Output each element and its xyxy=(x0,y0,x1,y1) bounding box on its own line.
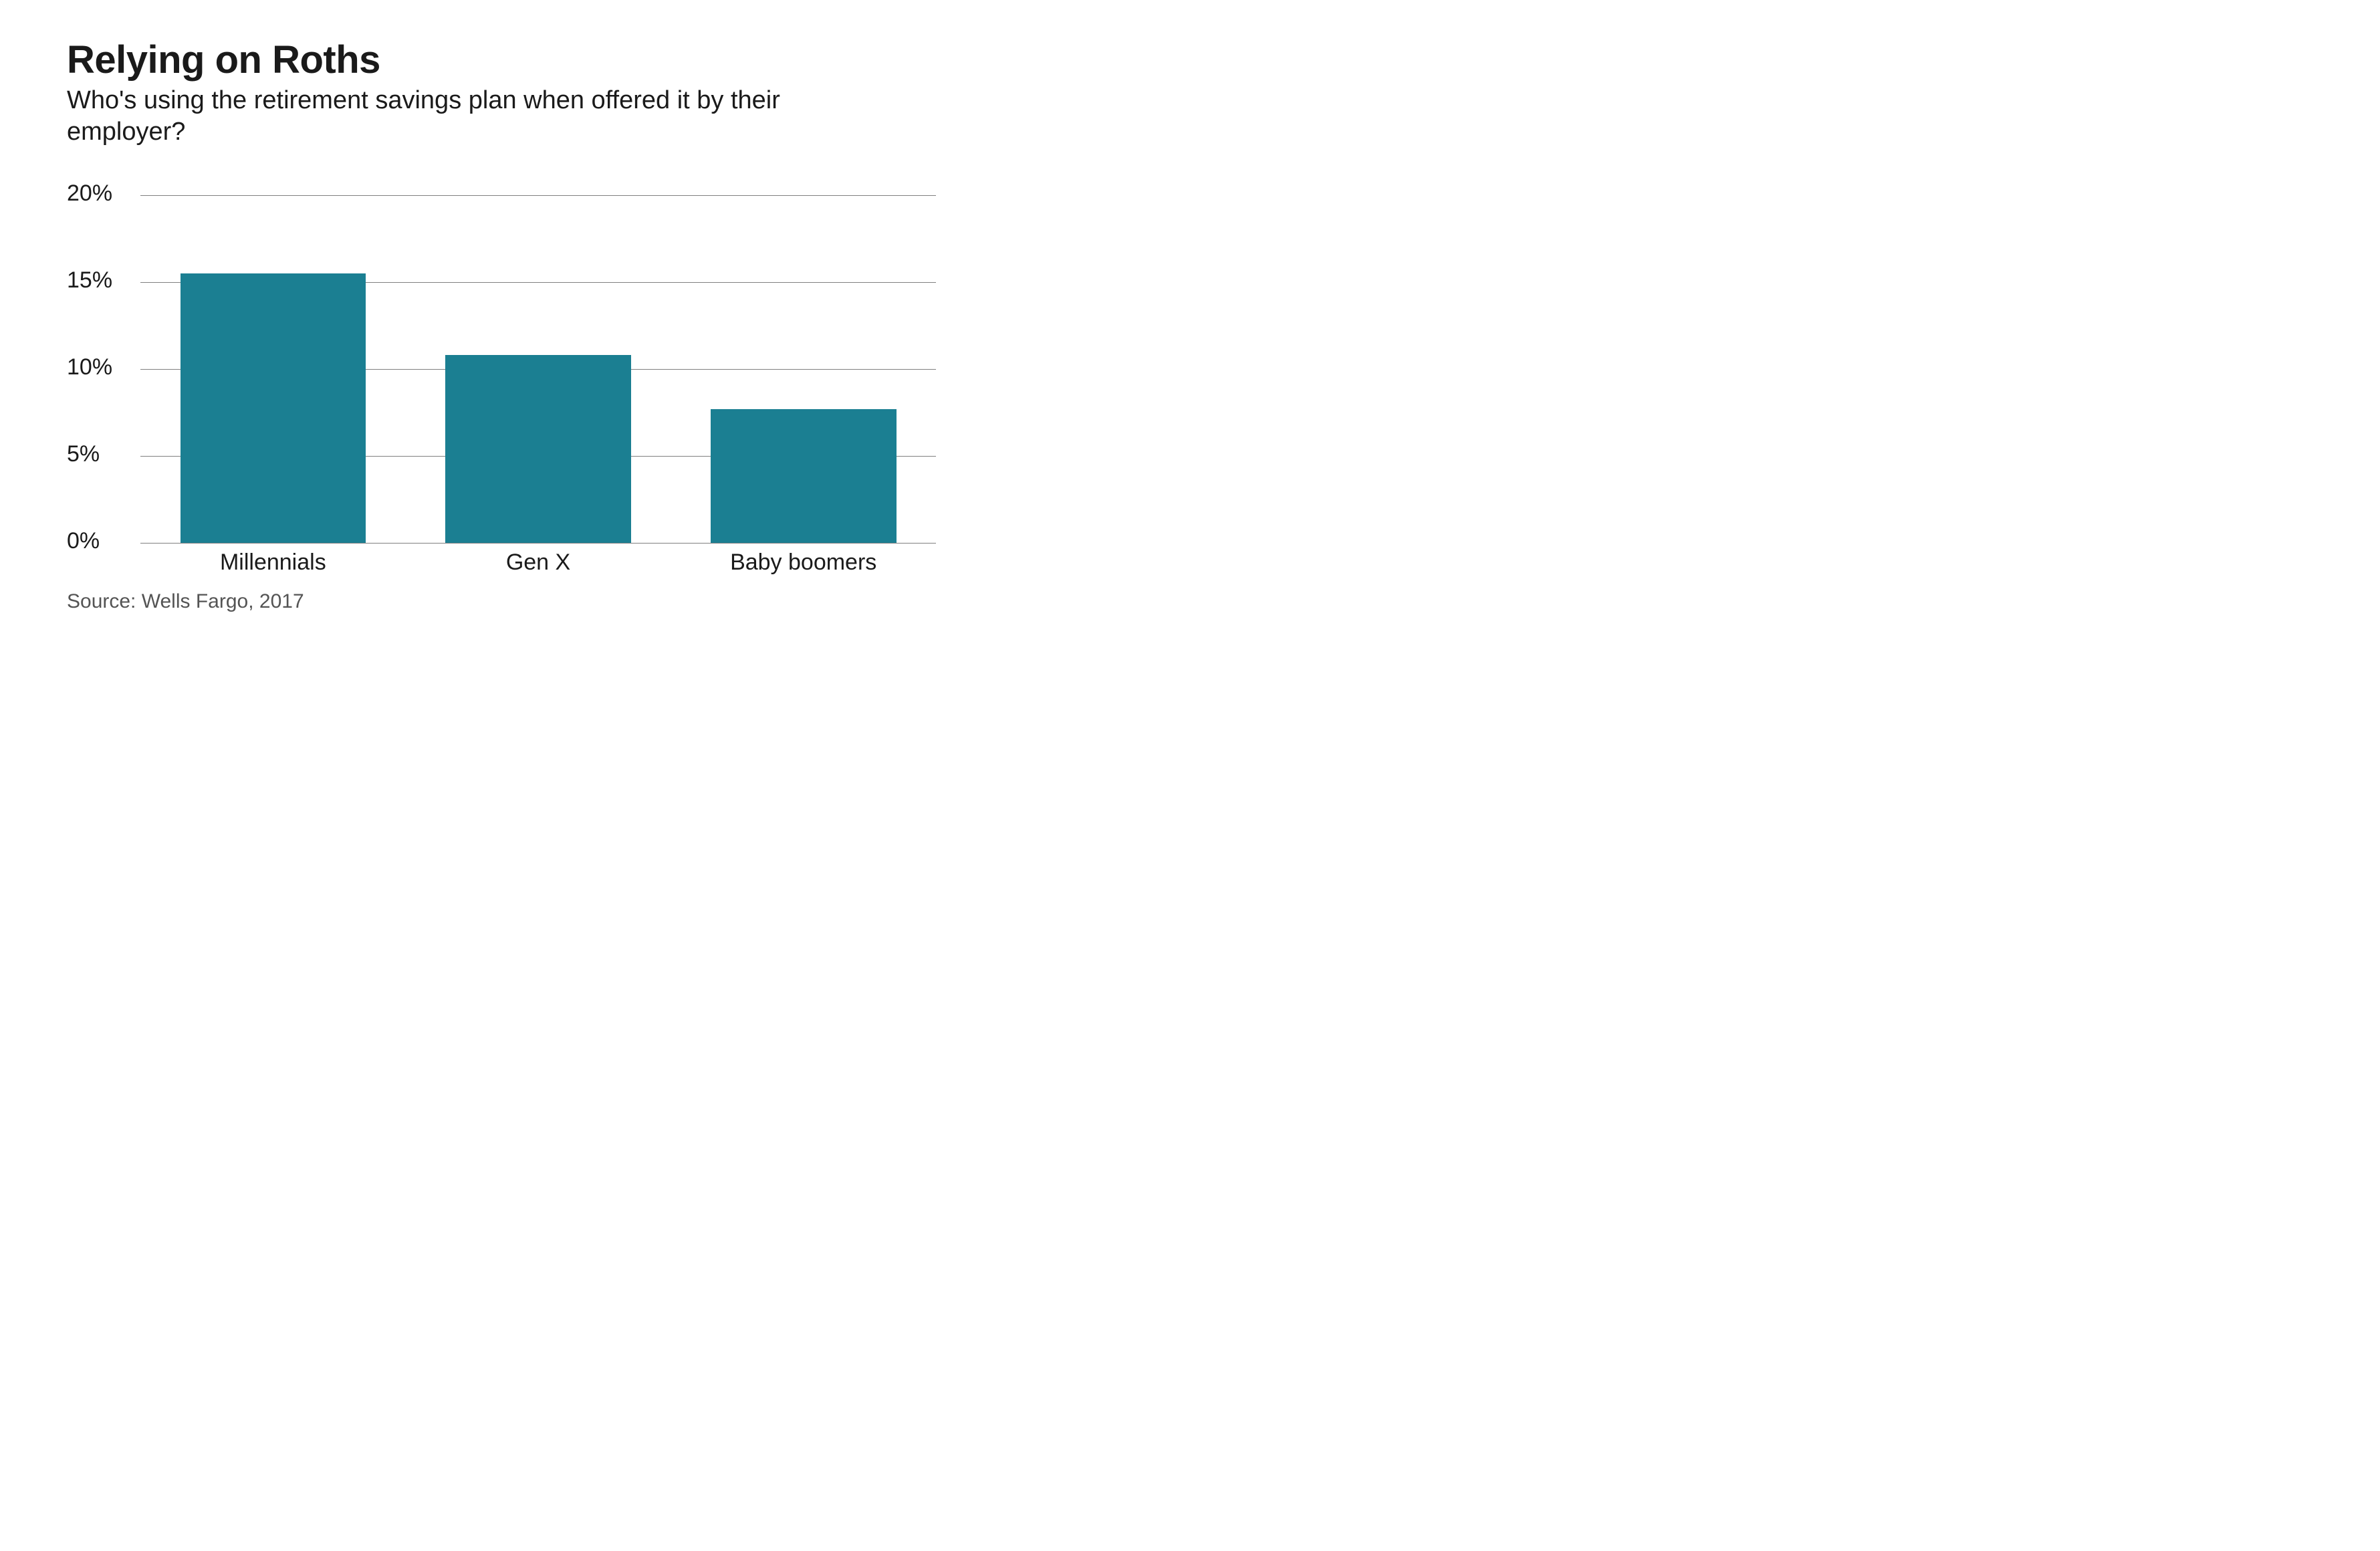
y-axis-label: 0% xyxy=(67,528,134,554)
gridline xyxy=(140,543,936,544)
x-axis-label: Baby boomers xyxy=(671,550,936,576)
bar xyxy=(711,409,897,543)
bar xyxy=(181,273,366,543)
y-axis-label: 20% xyxy=(67,181,134,207)
y-axis-label: 5% xyxy=(67,441,134,467)
chart-source: Source: Wells Fargo, 2017 xyxy=(67,590,936,613)
x-axis-label: Gen X xyxy=(406,550,671,576)
x-axis-label: Millennials xyxy=(140,550,406,576)
bar xyxy=(445,355,631,543)
bar-chart: 0%5%10%15%20% MillennialsGen XBaby boome… xyxy=(67,195,936,576)
y-axis-label: 15% xyxy=(67,267,134,293)
y-axis-label: 10% xyxy=(67,354,134,380)
chart-subtitle: Who's using the retirement savings plan … xyxy=(67,85,903,148)
chart-title: Relying on Roths xyxy=(67,40,936,81)
